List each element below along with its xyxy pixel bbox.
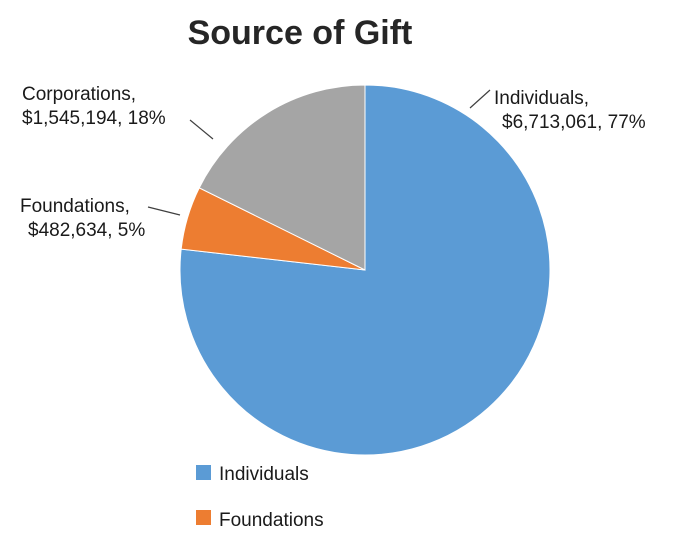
data-label-foundations-name: Foundations, [20, 196, 130, 217]
leader-line-foundations [147, 206, 181, 216]
data-label-foundations: Foundations, $482,634, 5% [20, 196, 145, 241]
legend-item-individuals: Individuals [196, 464, 309, 485]
legend-label-foundations: Foundations [219, 510, 324, 531]
pie-slice-individuals [179, 84, 551, 456]
leader-line-corporations [189, 119, 214, 140]
leader-line-individuals [469, 89, 491, 109]
legend-label-individuals: Individuals [219, 464, 309, 485]
pie-slices [179, 84, 551, 456]
data-label-individuals-value: $6,713,061, 77% [502, 112, 646, 133]
legend-item-foundations: Foundations [196, 510, 324, 531]
leader-lines [147, 89, 491, 216]
legend-swatch-foundations [196, 510, 211, 525]
legend: Individuals Foundations [196, 464, 324, 531]
data-label-individuals: Individuals, $6,713,061, 77% [494, 88, 646, 133]
chart-title: Source of Gift [188, 14, 413, 52]
pie-slice-corporations [198, 84, 366, 271]
data-label-individuals-name: Individuals, [494, 88, 589, 109]
data-label-corporations-value: $1,545,194, 18% [22, 108, 166, 129]
legend-swatch-individuals [196, 465, 211, 480]
data-label-corporations-name: Corporations, [22, 84, 136, 105]
data-label-corporations: Corporations, $1,545,194, 18% [22, 84, 166, 129]
data-label-foundations-value: $482,634, 5% [28, 220, 145, 241]
